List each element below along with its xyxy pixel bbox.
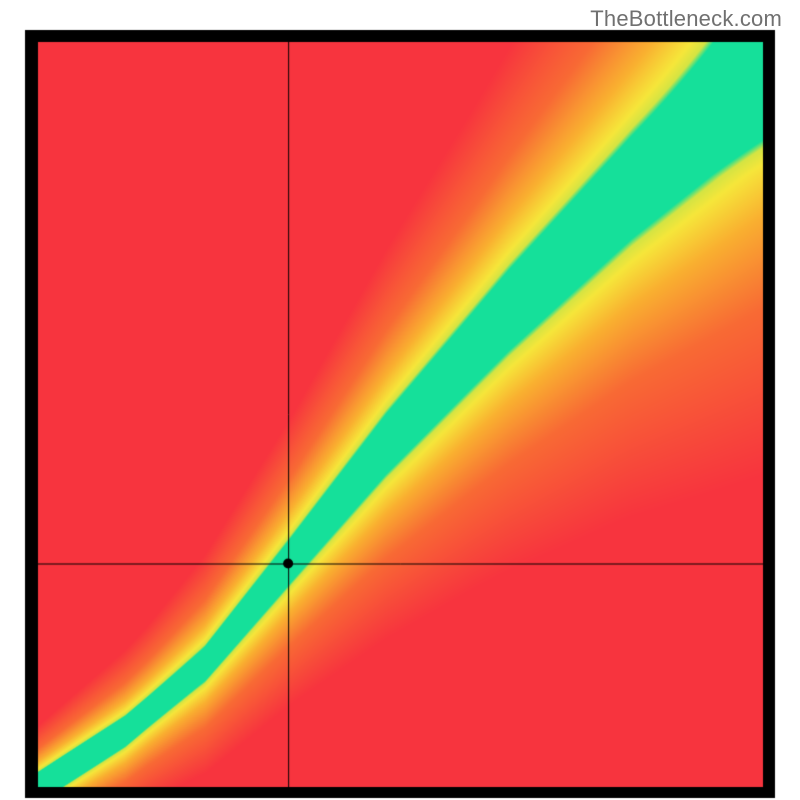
bottleneck-heatmap bbox=[0, 0, 800, 800]
watermark-text: TheBottleneck.com bbox=[590, 6, 782, 32]
